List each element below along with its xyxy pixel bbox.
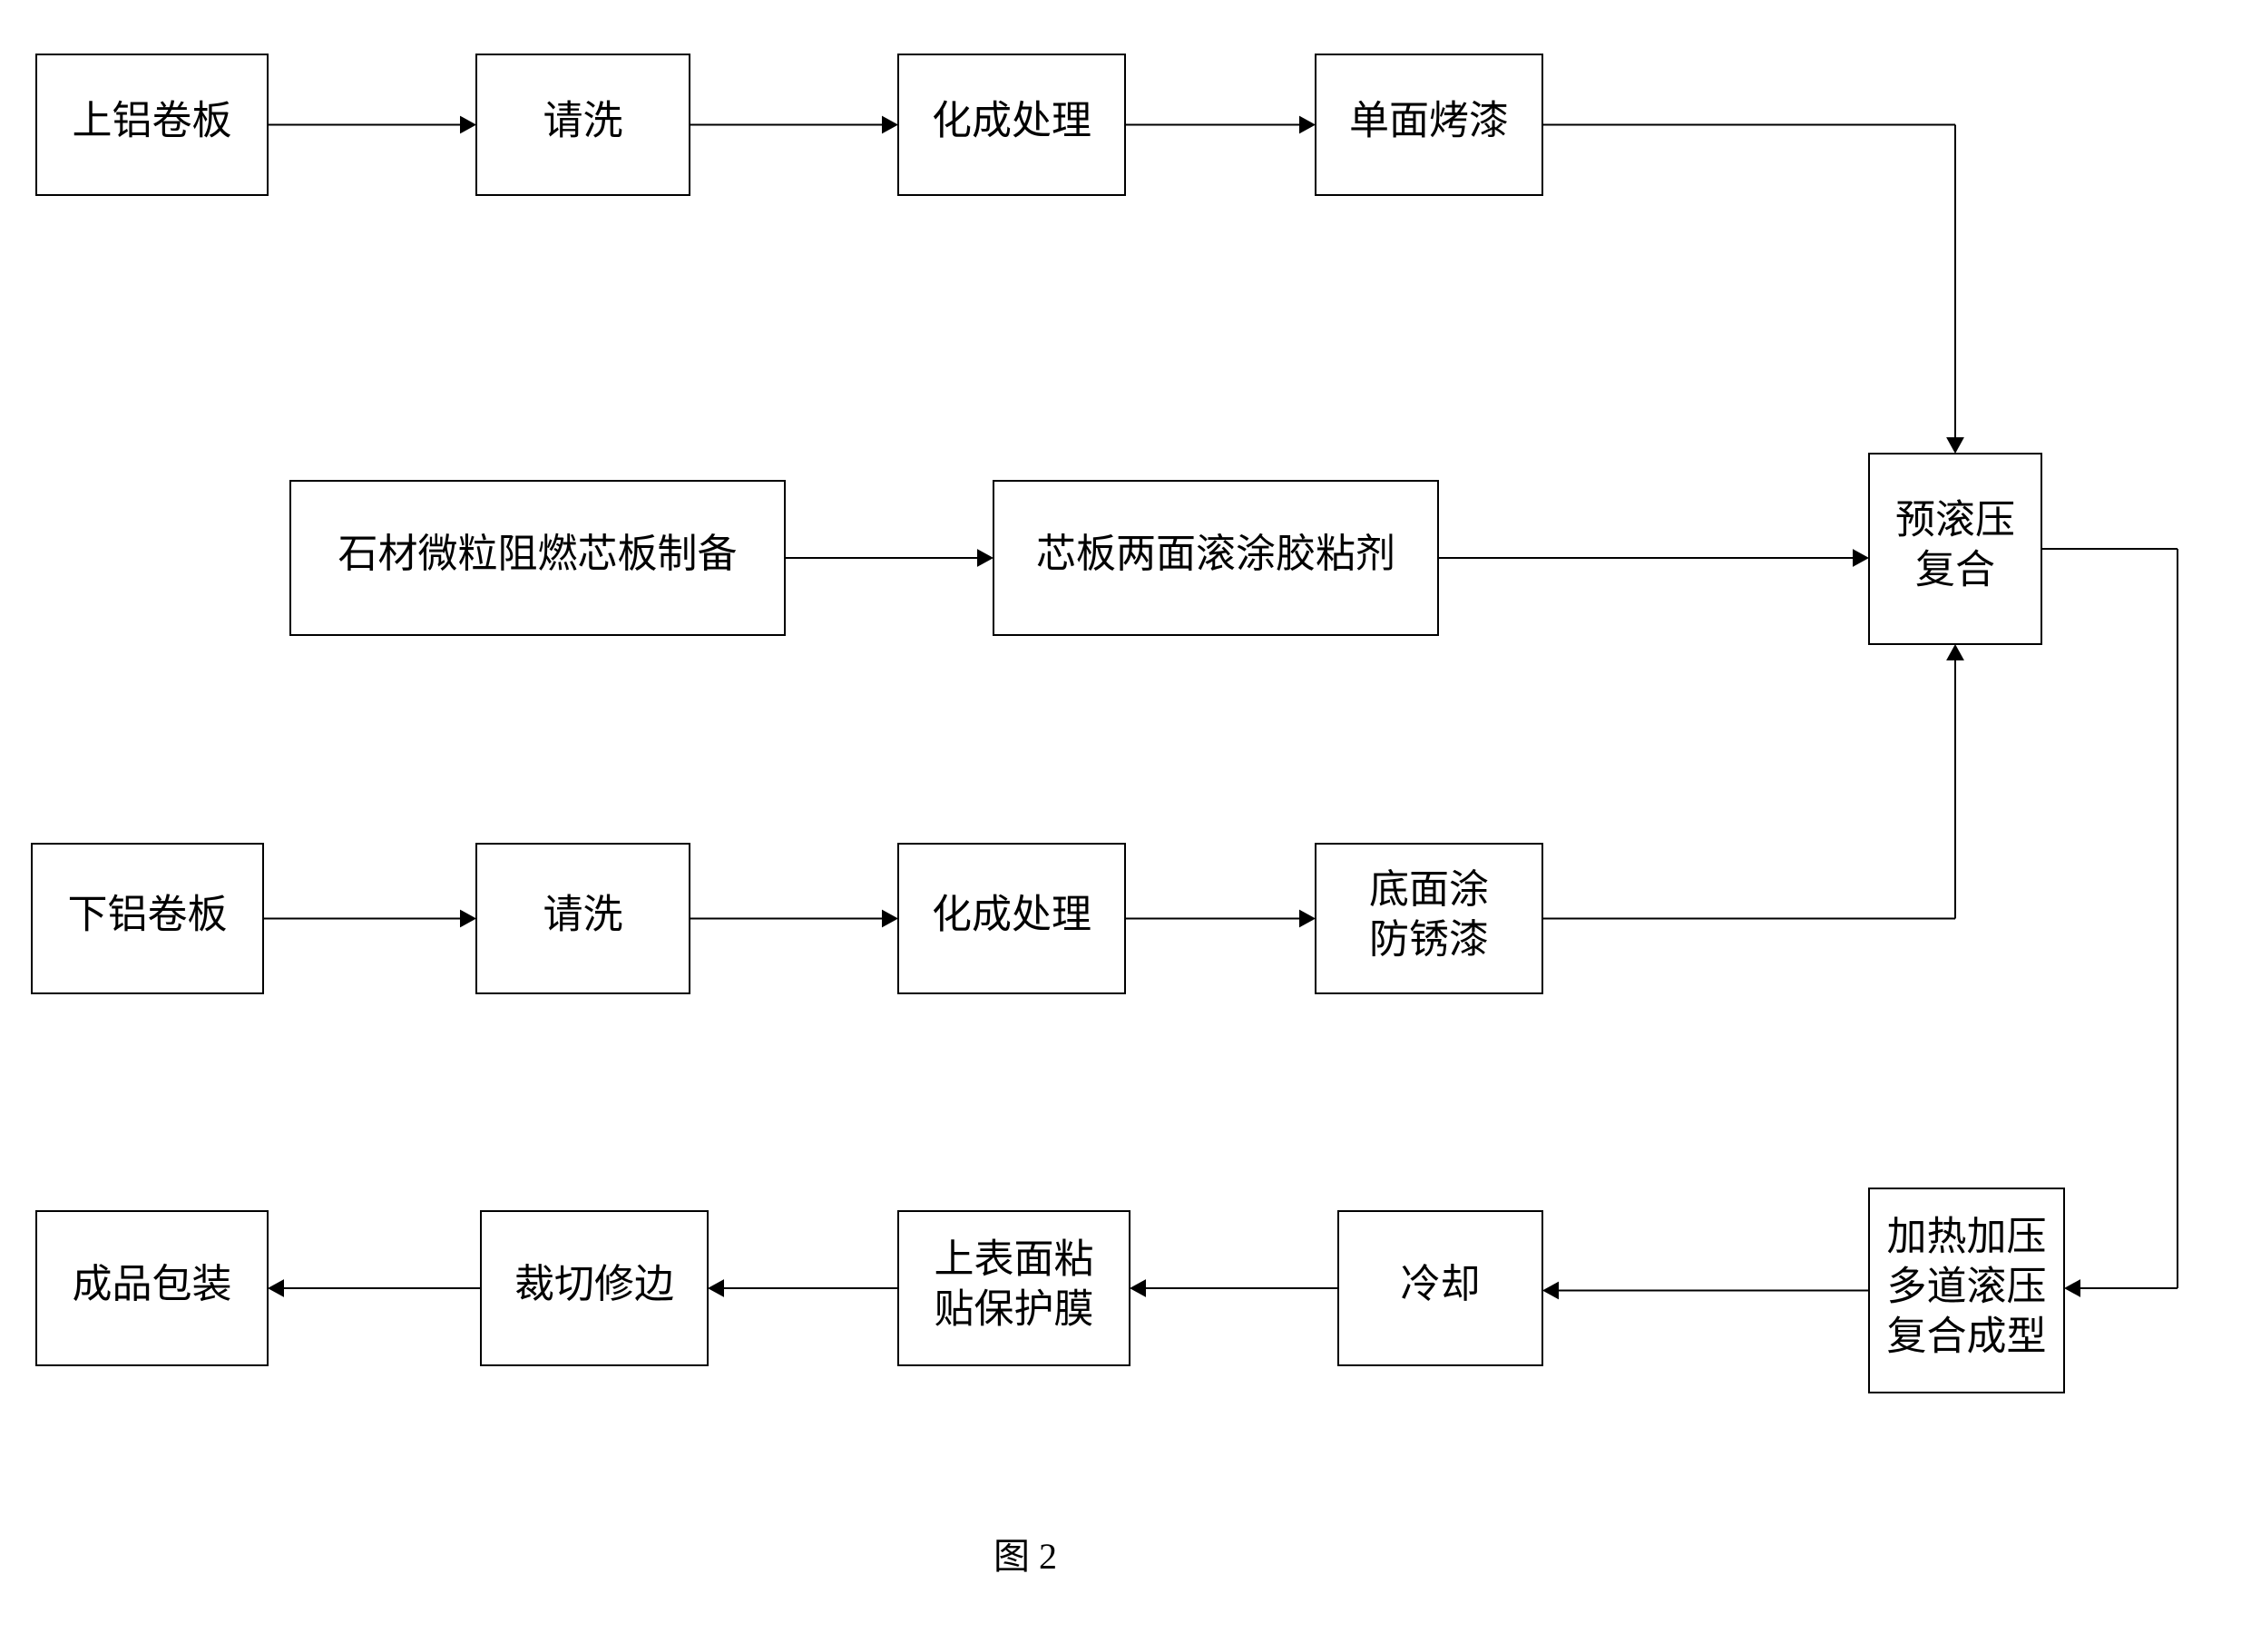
flow-node: 请洗	[476, 54, 690, 195]
flow-node-label: 下铝卷板	[68, 893, 228, 937]
flow-node-label: 冷却	[1401, 1262, 1481, 1306]
flow-node-label: 上铝卷板	[73, 99, 232, 143]
flow-node-label: 复合成型	[1887, 1315, 2047, 1359]
flow-node: 芯板两面滚涂胶粘剂	[993, 481, 1438, 635]
flow-node-label: 贴保护膜	[935, 1287, 1094, 1332]
flow-node-label: 石材微粒阻燃芯板制备	[338, 532, 738, 576]
flow-node-label: 加热加压	[1887, 1215, 2047, 1259]
arrow-head	[268, 1279, 284, 1297]
arrow-head	[882, 910, 898, 928]
flow-node: 石材微粒阻燃芯板制备	[290, 481, 785, 635]
flow-node: 上表面粘贴保护膜	[898, 1211, 1130, 1365]
flow-node-label: 成品包装	[73, 1262, 232, 1306]
flow-node: 请洗	[476, 844, 690, 993]
arrow-head	[1946, 437, 1964, 454]
flow-node: 底面涂防锈漆	[1316, 844, 1542, 993]
flow-node: 加热加压多道滚压复合成型	[1869, 1188, 2064, 1393]
flow-node: 预滚压复合	[1869, 454, 2041, 644]
flow-node: 化成处理	[898, 54, 1125, 195]
flow-node-label: 多道滚压	[1887, 1265, 2047, 1309]
flow-node-label: 化成处理	[932, 893, 1091, 937]
arrow-head	[1299, 116, 1316, 134]
flow-node-label: 复合	[1915, 548, 1995, 592]
figure-caption: 图 2	[993, 1536, 1057, 1577]
arrow-head	[1853, 549, 1869, 567]
flow-node-label: 底面涂	[1369, 867, 1489, 912]
arrow-head	[460, 116, 476, 134]
flow-node: 成品包装	[36, 1211, 268, 1365]
flow-node: 冷却	[1338, 1211, 1542, 1365]
flow-node-label: 上表面粘	[935, 1237, 1094, 1282]
flow-node: 上铝卷板	[36, 54, 268, 195]
flow-node-label: 单面烤漆	[1349, 99, 1509, 143]
arrow-head	[1299, 910, 1316, 928]
flow-node-label: 请洗	[543, 893, 623, 937]
arrow-head	[977, 549, 993, 567]
arrow-head	[2064, 1279, 2080, 1297]
flow-node-label: 请洗	[543, 99, 623, 143]
flow-node: 下铝卷板	[32, 844, 263, 993]
flowchart-canvas: 上铝卷板请洗化成处理单面烤漆石材微粒阻燃芯板制备芯板两面滚涂胶粘剂预滚压复合下铝…	[0, 0, 2251, 1652]
arrow-head	[882, 116, 898, 134]
arrow-head	[1946, 644, 1964, 660]
flow-node-label: 预滚压	[1895, 498, 2015, 543]
arrow-head	[1542, 1282, 1559, 1300]
arrow-head	[708, 1279, 724, 1297]
flow-node-label: 裁切修边	[514, 1262, 674, 1306]
arrow-head	[460, 910, 476, 928]
flow-node-label: 芯板两面滚涂胶粘剂	[1036, 532, 1395, 576]
arrow-head	[1130, 1279, 1146, 1297]
flow-node: 单面烤漆	[1316, 54, 1542, 195]
flow-node: 化成处理	[898, 844, 1125, 993]
flow-node-label: 化成处理	[932, 99, 1091, 143]
flow-node: 裁切修边	[481, 1211, 708, 1365]
flow-node-label: 防锈漆	[1369, 917, 1489, 962]
